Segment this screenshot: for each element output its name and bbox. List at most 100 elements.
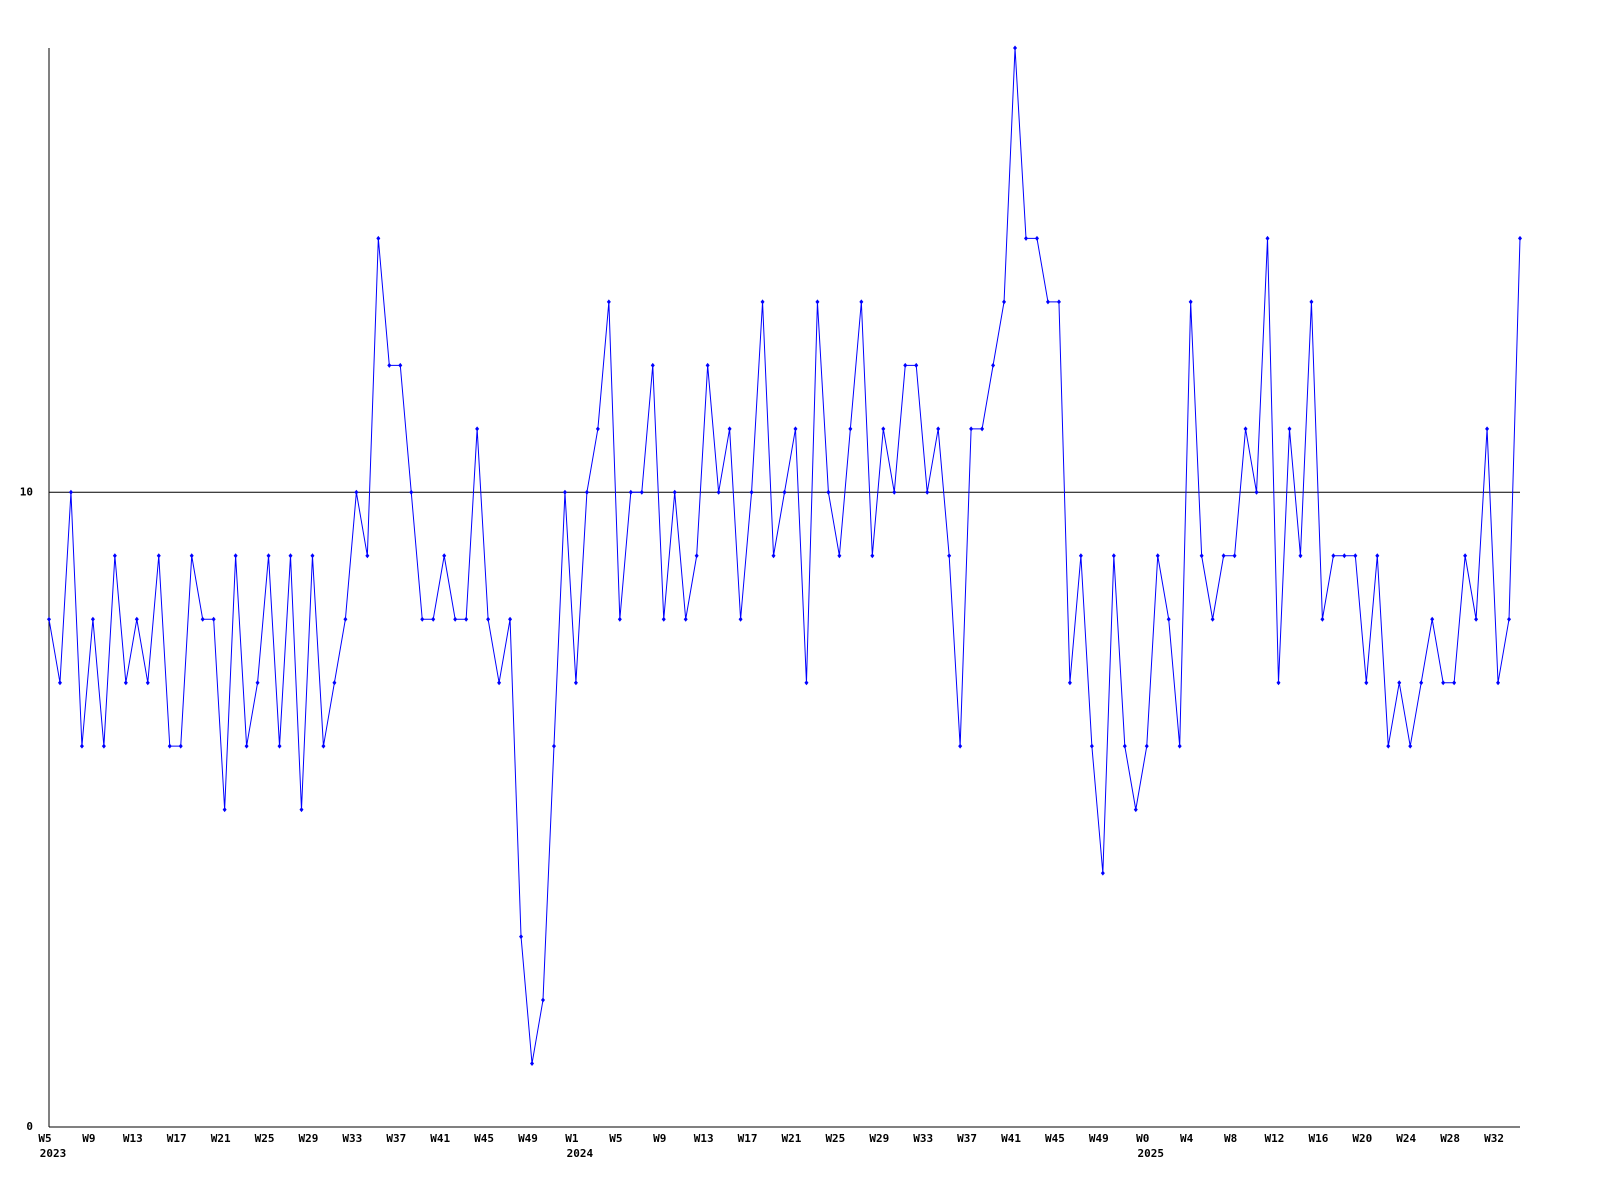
data-point <box>661 616 666 622</box>
data-point <box>947 553 952 559</box>
data-point <box>1155 553 1160 559</box>
data-point <box>1320 616 1325 622</box>
x-tick-label: W32 <box>1484 1132 1504 1145</box>
data-point <box>540 997 545 1003</box>
data-point <box>1287 426 1292 432</box>
data-point <box>749 489 754 495</box>
data-point <box>551 743 556 749</box>
data-point <box>1166 616 1171 622</box>
data-point <box>310 553 315 559</box>
y-tick-label: 0 <box>26 1120 33 1133</box>
data-point <box>980 426 985 432</box>
data-point <box>683 616 688 622</box>
data-point <box>431 616 436 622</box>
data-point <box>1243 426 1248 432</box>
data-point <box>442 553 447 559</box>
data-point <box>804 680 809 686</box>
data-point <box>892 489 897 495</box>
year-label: 2024 <box>567 1147 594 1160</box>
data-point <box>134 616 139 622</box>
data-point <box>1188 299 1193 305</box>
data-point <box>738 616 743 622</box>
data-point <box>771 553 776 559</box>
x-tick-label: W21 <box>782 1132 802 1145</box>
data-point <box>277 743 282 749</box>
data-point <box>244 743 249 749</box>
x-tick-label: W13 <box>694 1132 714 1145</box>
data-point <box>1397 680 1402 686</box>
x-tick-label: W25 <box>255 1132 275 1145</box>
x-tick-label: W9 <box>82 1132 95 1145</box>
data-point <box>1221 553 1226 559</box>
data-point <box>200 616 205 622</box>
data-point <box>925 489 930 495</box>
data-point <box>903 362 908 368</box>
data-point <box>782 489 787 495</box>
data-point <box>519 934 524 940</box>
data-point <box>837 553 842 559</box>
x-tick-label: W33 <box>342 1132 362 1145</box>
data-point <box>881 426 886 432</box>
data-point <box>1276 680 1281 686</box>
data-point <box>1331 553 1336 559</box>
data-point <box>1144 743 1149 749</box>
data-point <box>354 489 359 495</box>
data-point <box>420 616 425 622</box>
year-label: 2025 <box>1138 1147 1165 1160</box>
data-point <box>1013 45 1018 51</box>
data-point <box>639 489 644 495</box>
data-point <box>57 680 62 686</box>
x-tick-label: W41 <box>1001 1132 1021 1145</box>
data-point <box>497 680 502 686</box>
data-point <box>112 553 117 559</box>
x-tick-label: W49 <box>518 1132 538 1145</box>
data-point <box>1364 680 1369 686</box>
data-point <box>1002 299 1007 305</box>
data-point <box>211 616 216 622</box>
data-point <box>343 616 348 622</box>
data-point <box>1342 553 1347 559</box>
data-point <box>584 489 589 495</box>
x-tick-label: W49 <box>1089 1132 1109 1145</box>
data-point <box>617 616 622 622</box>
x-tick-label: W41 <box>430 1132 450 1145</box>
data-point <box>848 426 853 432</box>
x-tick-label: W29 <box>299 1132 319 1145</box>
data-point <box>914 362 919 368</box>
data-point <box>288 553 293 559</box>
data-point <box>464 616 469 622</box>
data-point <box>650 362 655 368</box>
data-point <box>1309 299 1314 305</box>
data-point <box>145 680 150 686</box>
data-point <box>1353 553 1358 559</box>
data-point <box>1034 235 1039 241</box>
x-tick-label: W5 <box>38 1132 51 1145</box>
data-point <box>1474 616 1479 622</box>
data-point <box>376 235 381 241</box>
data-point <box>101 743 106 749</box>
data-point <box>815 299 820 305</box>
data-point <box>1254 489 1259 495</box>
data-point <box>79 743 84 749</box>
data-point <box>178 743 183 749</box>
data-point <box>1078 553 1083 559</box>
data-point <box>321 743 326 749</box>
x-tick-label: W37 <box>957 1132 977 1145</box>
data-point <box>859 299 864 305</box>
data-point <box>453 616 458 622</box>
data-point <box>255 680 260 686</box>
data-point <box>1430 616 1435 622</box>
data-point <box>1177 743 1182 749</box>
data-point <box>222 807 227 813</box>
data-point <box>826 489 831 495</box>
data-point <box>595 426 600 432</box>
data-point <box>705 362 710 368</box>
x-tick-label: W0 <box>1136 1132 1149 1145</box>
data-point <box>475 426 480 432</box>
data-point <box>1518 235 1522 241</box>
data-point <box>47 616 51 622</box>
data-point <box>1441 680 1446 686</box>
data-point <box>332 680 337 686</box>
x-tick-label: W37 <box>386 1132 406 1145</box>
